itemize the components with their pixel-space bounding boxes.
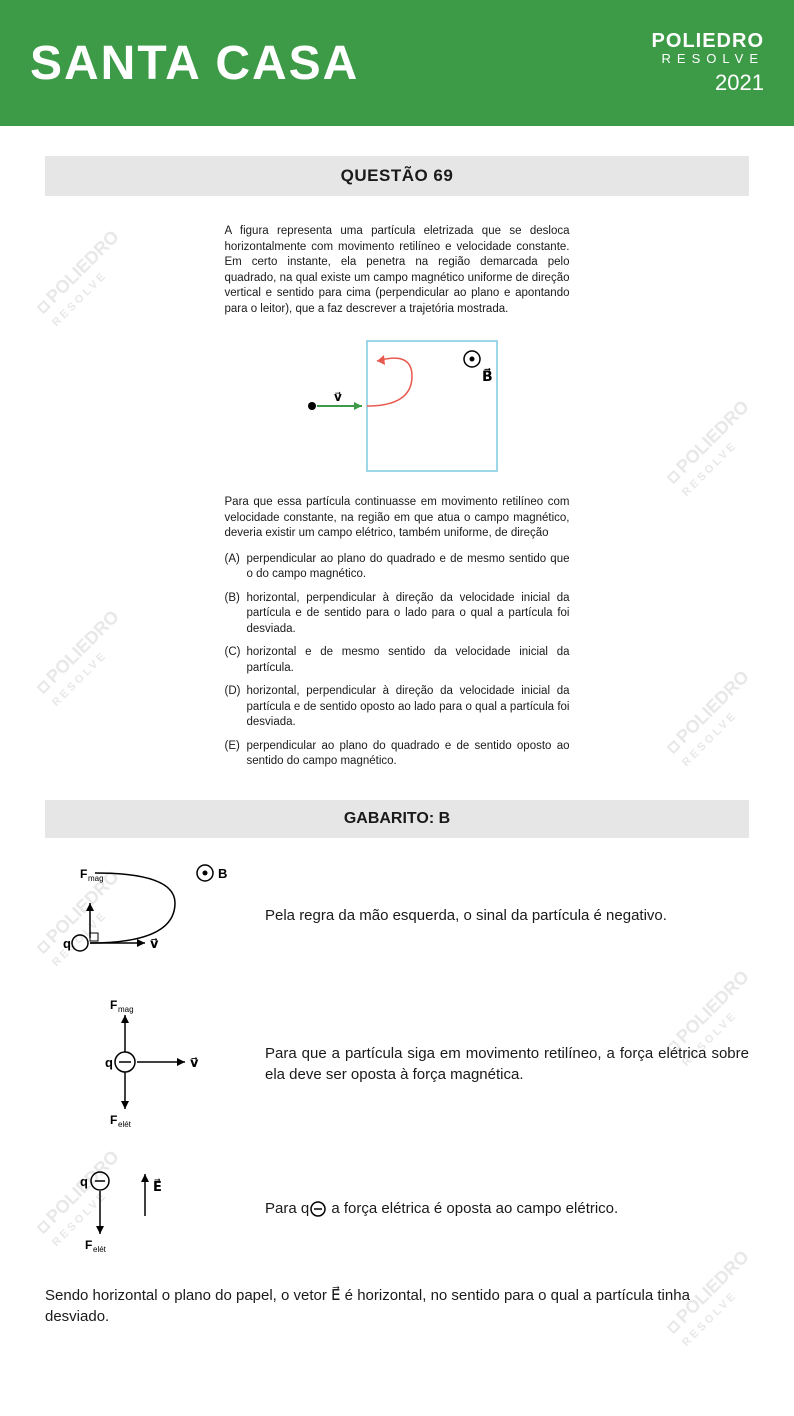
svg-text:F: F	[80, 867, 87, 881]
solution-final: Sendo horizontal o plano do papel, o vet…	[45, 1285, 749, 1327]
header-title: SANTA CASA	[30, 36, 359, 91]
solution-step-1: B Fmag q v⃗ Pela regra da mão esquerda, …	[45, 858, 749, 973]
svg-text:q: q	[63, 936, 71, 951]
svg-text:mag: mag	[88, 874, 104, 883]
option-c: (C) horizontal e de mesmo sentido da vel…	[225, 645, 570, 676]
solution-diagram-1: B Fmag q v⃗	[45, 858, 245, 973]
svg-text:elét: elét	[118, 1120, 132, 1127]
option-b: (B) horizontal, perpendicular à direção …	[225, 591, 570, 638]
solution-diagram-2: q Fmag Felét v⃗	[45, 997, 245, 1132]
header-brand: POLIEDRO	[652, 30, 764, 53]
svg-text:v⃗: v⃗	[190, 1055, 199, 1070]
svg-text:q: q	[80, 1174, 88, 1189]
svg-text:q: q	[105, 1055, 113, 1070]
header-year: 2021	[652, 70, 764, 96]
solution-text-3: Para q a força elétrica é oposta ao camp…	[245, 1198, 749, 1219]
svg-text:F: F	[110, 998, 117, 1012]
options-list: (A) perpendicular ao plano do quadrado e…	[225, 552, 570, 770]
option-a: (A) perpendicular ao plano do quadrado e…	[225, 552, 570, 583]
header-subtitle: RESOLVE	[652, 51, 764, 66]
solution-diagram-3: q Felét E⃗	[45, 1156, 245, 1261]
solution-step-2: q Fmag Felét v⃗ Para que a partícula sig…	[45, 997, 749, 1132]
solution-text-2: Para que a partícula siga em movimento r…	[245, 1043, 749, 1085]
option-d: (D) horizontal, perpendicular à direção …	[225, 684, 570, 731]
option-e: (E) perpendicular ao plano do quadrado e…	[225, 739, 570, 770]
answer-banner: GABARITO: B	[45, 800, 749, 838]
page-header: SANTA CASA POLIEDRO RESOLVE 2021	[0, 0, 794, 126]
svg-text:F: F	[85, 1238, 92, 1252]
svg-text:elét: elét	[93, 1245, 107, 1254]
question-paragraph-2: Para que essa partícula continuasse em m…	[225, 495, 570, 542]
question-figure: B⃗ v⃗	[225, 331, 570, 481]
svg-text:F: F	[110, 1113, 117, 1127]
question-paragraph-1: A figura representa uma partícula eletri…	[225, 224, 570, 317]
solution-step-3: q Felét E⃗ Para q a força elétrica é opo…	[45, 1156, 749, 1261]
question-body: A figura representa uma partícula eletri…	[225, 224, 570, 770]
svg-text:B: B	[218, 866, 227, 881]
svg-text:v⃗: v⃗	[150, 936, 159, 951]
svg-text:B⃗: B⃗	[482, 368, 493, 385]
svg-text:E⃗: E⃗	[153, 1178, 162, 1193]
header-brand-block: POLIEDRO RESOLVE 2021	[652, 30, 764, 96]
svg-text:v⃗: v⃗	[334, 390, 342, 404]
question-banner: QUESTÃO 69	[45, 156, 749, 196]
solution-text-1: Pela regra da mão esquerda, o sinal da p…	[245, 905, 749, 926]
svg-text:mag: mag	[118, 1005, 134, 1014]
